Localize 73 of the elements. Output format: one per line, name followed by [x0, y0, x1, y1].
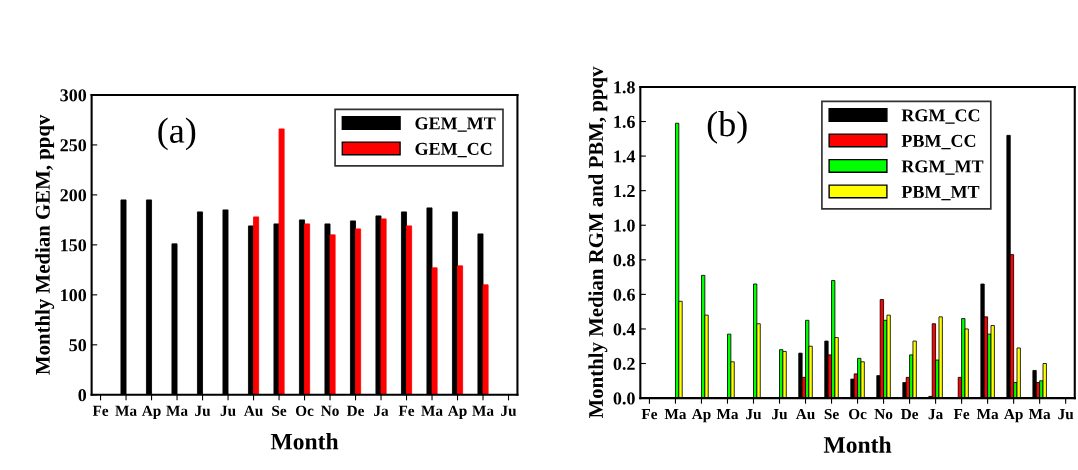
x-tick-label: Au [243, 405, 263, 416]
y-axis-title: Monthly Median GEM, ppqv [35, 114, 55, 375]
x-tick-label: Ma [421, 405, 443, 416]
x-tick-label: Fe [953, 409, 970, 420]
x-tick-label: Oc [295, 405, 314, 416]
y-tick-label: 1.6 [614, 115, 635, 129]
y-tick-label: 0.2 [613, 357, 635, 371]
x-tick-label: Ju [746, 409, 762, 420]
x-tick-label: Se [824, 408, 839, 420]
x-tick-label: No [874, 409, 893, 420]
x-axis-title: Month [270, 432, 339, 450]
y-tick-label: 0.6 [613, 288, 635, 301]
y-tick-label: 1.0 [614, 219, 635, 232]
x-tick-label: Ma [1028, 409, 1051, 420]
x-tick-label: Ma [716, 409, 739, 420]
y-tick-label: 1.8 [614, 81, 635, 94]
x-tick-label: Ju [501, 405, 517, 416]
x-tick-label: De [346, 405, 365, 416]
x-tick-label: No [320, 405, 339, 416]
y-tick-label: 0.8 [613, 254, 635, 267]
x-tick-label: Ju [772, 409, 788, 420]
bar [355, 228, 362, 395]
legend-label: PBM_CC [901, 134, 976, 150]
x-tick-label: Fe [92, 405, 109, 416]
annotation: (a) [158, 117, 196, 151]
x-tick-label: Ap [1004, 409, 1023, 423]
y-tick-label: 250 [60, 139, 87, 152]
x-tick-label: Fe [641, 409, 658, 420]
bar [457, 265, 464, 395]
x-tick-label: Ap [141, 405, 161, 420]
bar [406, 225, 413, 395]
legend-label: GEM_CC [415, 142, 492, 158]
x-axis-title: Month [823, 436, 892, 453]
x-tick-label: De [900, 409, 919, 420]
x-tick-label: Ju [1058, 409, 1074, 420]
x-tick-label: Ja [928, 409, 943, 420]
y-tick-label: 100 [61, 289, 87, 302]
legend-label: RGM_MT [901, 160, 984, 175]
y-axis-title: Monthly Median RGM and PBM, ppqv [588, 66, 608, 419]
y-tick-label: 0.0 [613, 392, 635, 405]
bar [482, 284, 489, 395]
bar [278, 128, 285, 395]
x-tick-label: Ma [115, 405, 137, 416]
y-tick-label: 0.4 [613, 323, 636, 336]
x-tick-label: Ju [220, 405, 236, 416]
y-tick-label: 150 [61, 239, 87, 252]
x-tick-label: Ma [664, 409, 687, 420]
bar [380, 218, 387, 395]
x-tick-label: Se [272, 405, 287, 416]
x-tick-label: Ju [195, 405, 211, 416]
x-tick-label: Ja [374, 405, 389, 416]
y-tick-label: 1.2 [614, 184, 635, 198]
x-tick-label: Ap [691, 409, 711, 423]
annotation: (b) [707, 111, 747, 144]
y-tick-label: 1.4 [614, 150, 636, 163]
bar [253, 216, 260, 395]
legend-label: PBM_MT [901, 185, 980, 201]
legend-label: GEM_MT [415, 117, 496, 132]
x-tick-label: Oc [848, 408, 867, 420]
y-tick-label: 300 [60, 89, 87, 102]
legend-label: RGM_CC [901, 109, 980, 124]
x-tick-label: Ma [166, 405, 188, 416]
x-tick-label: Ma [472, 405, 494, 416]
x-tick-label: Ma [976, 409, 999, 420]
y-tick-label: 50 [69, 339, 87, 352]
x-tick-label: Ap [447, 405, 467, 420]
bar [304, 223, 311, 395]
y-tick-label: 200 [60, 189, 87, 202]
x-tick-label: Au [795, 409, 815, 420]
x-tick-label: Fe [398, 405, 415, 416]
bar [431, 267, 438, 395]
bar [329, 234, 336, 395]
y-tick-label: 0 [78, 389, 87, 402]
